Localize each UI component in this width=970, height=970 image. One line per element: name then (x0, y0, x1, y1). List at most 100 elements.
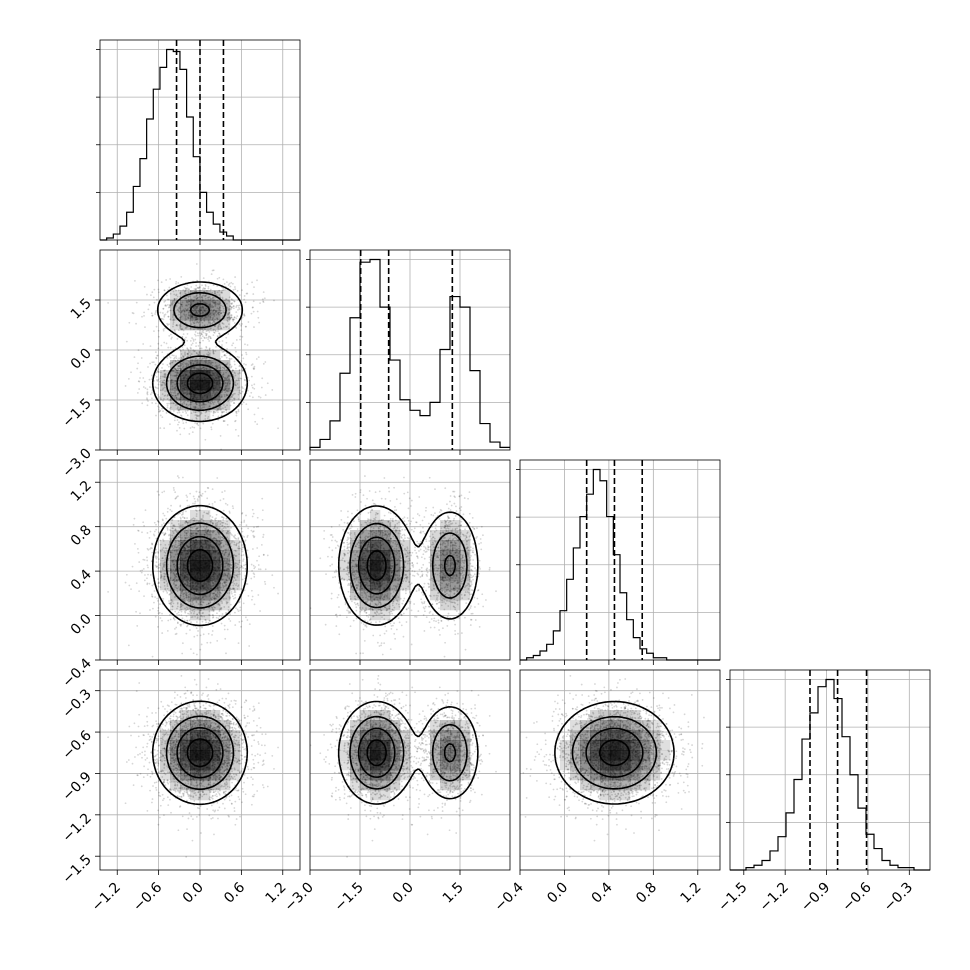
sample-point (180, 357, 183, 360)
sample-point (233, 402, 236, 405)
sample-point (161, 518, 164, 521)
sample-point (185, 521, 188, 523)
sample-point (174, 576, 176, 579)
sample-point (195, 287, 198, 290)
sample-point (164, 304, 167, 306)
sample-point (195, 295, 198, 297)
sample-point (218, 591, 221, 594)
sample-point (230, 400, 233, 403)
sample-point (156, 379, 158, 381)
sample-point (161, 351, 164, 354)
sample-point (201, 328, 203, 331)
sample-point (196, 616, 199, 619)
sample-point (214, 329, 217, 332)
sample-point (227, 333, 230, 335)
sample-point (156, 597, 159, 600)
sample-point (227, 538, 230, 541)
sample-point (155, 414, 157, 417)
sample-point (234, 624, 237, 626)
sample-point (242, 602, 245, 605)
sample-point (201, 335, 204, 338)
sample-point (176, 605, 179, 608)
sample-point (169, 356, 172, 359)
sample-point (215, 365, 217, 367)
sample-point (195, 403, 198, 406)
sample-point (238, 570, 240, 573)
sample-point (217, 603, 219, 606)
sample-point (223, 395, 226, 398)
sample-point (189, 320, 191, 322)
sample-point (237, 563, 239, 566)
sample-point (232, 535, 235, 538)
sample-point (211, 292, 214, 294)
sample-point (179, 364, 181, 367)
sample-point (200, 296, 203, 299)
sample-point (161, 381, 164, 383)
sample-point (225, 569, 228, 572)
sample-point (243, 295, 246, 297)
sample-point (200, 333, 203, 336)
histogram-panel-3 (516, 460, 720, 661)
sample-point (188, 300, 191, 303)
sample-point (197, 608, 200, 611)
sample-point (176, 374, 179, 377)
sample-point (198, 609, 201, 611)
sample-point (207, 511, 210, 514)
sample-point (218, 323, 221, 326)
sample-point (227, 573, 230, 575)
sample-point (158, 493, 160, 496)
sample-point (204, 490, 207, 493)
sample-point (190, 518, 193, 521)
density-cell (180, 300, 191, 311)
sample-point (218, 532, 220, 534)
sample-point (165, 342, 168, 345)
sample-point (193, 296, 196, 298)
sample-point (258, 321, 261, 324)
sample-point (234, 534, 237, 537)
sample-point (187, 355, 189, 358)
sample-point (225, 548, 228, 551)
sample-point (143, 314, 145, 317)
sample-point (194, 350, 196, 352)
sample-point (185, 326, 188, 329)
sample-point (231, 399, 234, 402)
sample-point (172, 381, 174, 384)
sample-point (182, 308, 185, 311)
sample-point (222, 545, 225, 548)
sample-point (213, 606, 216, 609)
sample-point (182, 289, 185, 291)
sample-point (224, 551, 227, 554)
sample-point (223, 606, 226, 608)
sample-point (215, 513, 218, 516)
sample-point (204, 349, 207, 351)
sample-point (220, 291, 223, 294)
sample-point (237, 585, 239, 588)
sample-point (222, 376, 225, 378)
sample-point (243, 313, 245, 316)
sample-point (220, 355, 223, 358)
sample-point (228, 282, 231, 285)
sample-point (178, 383, 181, 385)
sample-point (218, 593, 221, 596)
sample-point (194, 288, 197, 291)
sample-point (146, 293, 148, 296)
sample-point (187, 400, 190, 402)
sample-point (212, 321, 214, 324)
sample-point (220, 304, 222, 307)
sample-point (225, 377, 228, 380)
sample-point (180, 328, 183, 331)
sample-point (220, 312, 223, 314)
sample-point (243, 363, 245, 365)
sample-point (242, 401, 245, 404)
sample-point (204, 531, 207, 533)
sample-point (204, 411, 207, 414)
sample-point (200, 347, 203, 350)
sample-point (157, 342, 160, 345)
sample-point (198, 611, 201, 614)
sample-point (171, 302, 173, 304)
sample-point (164, 573, 167, 576)
sample-point (198, 321, 201, 323)
sample-point (168, 602, 171, 605)
sample-point (233, 589, 236, 592)
